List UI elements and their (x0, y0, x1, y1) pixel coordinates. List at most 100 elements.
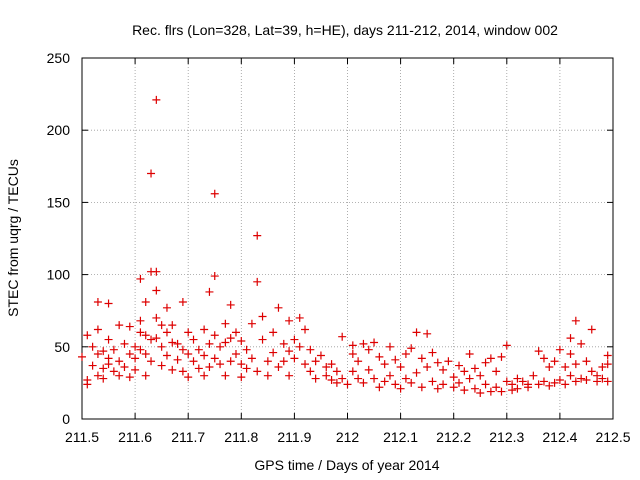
data-point (285, 371, 294, 380)
data-point (423, 329, 432, 338)
data-point (370, 338, 379, 347)
data-point (115, 371, 124, 380)
data-point (534, 347, 543, 356)
y-tick-label: 250 (47, 50, 71, 66)
grid-lines (82, 58, 613, 419)
x-tick-label: 212.2 (436, 429, 471, 445)
data-points (78, 95, 612, 398)
data-point (428, 377, 437, 386)
data-point (83, 380, 92, 389)
data-point (407, 344, 416, 353)
data-point (147, 335, 156, 344)
data-point (571, 360, 580, 369)
y-tick-label: 0 (62, 411, 70, 427)
data-point (152, 267, 161, 276)
data-point (120, 339, 129, 348)
data-point (205, 287, 214, 296)
data-point (141, 331, 150, 340)
data-point (253, 367, 262, 376)
data-point (136, 274, 145, 283)
data-point (332, 378, 341, 387)
data-point (162, 328, 171, 337)
data-point (407, 378, 416, 387)
data-point (109, 345, 118, 354)
data-point (258, 312, 267, 321)
data-point (226, 357, 235, 366)
data-point (354, 374, 363, 383)
data-point (178, 345, 187, 354)
data-point (364, 365, 373, 374)
data-point (561, 363, 570, 372)
data-point (401, 350, 410, 359)
data-point (338, 332, 347, 341)
data-point (332, 367, 341, 376)
data-point (115, 357, 124, 366)
data-point (348, 341, 357, 350)
data-point (571, 377, 580, 386)
data-point (513, 374, 522, 383)
data-point (301, 325, 310, 334)
data-point (88, 342, 97, 351)
data-point (263, 371, 272, 380)
data-point (423, 363, 432, 372)
data-point (603, 351, 612, 360)
data-point (492, 367, 501, 376)
data-point (306, 345, 315, 354)
data-point (508, 386, 517, 395)
data-point (412, 328, 421, 337)
x-tick-label: 211.7 (171, 429, 205, 445)
y-tick-labels: 0 50 100 150 200 250 (47, 50, 71, 427)
data-point (550, 378, 559, 387)
x-tick-label: 212.5 (595, 429, 630, 445)
data-point (385, 342, 394, 351)
data-point (343, 380, 352, 389)
data-point (104, 335, 113, 344)
data-point (455, 361, 464, 370)
data-point (433, 358, 442, 367)
data-point (359, 378, 368, 387)
data-point (566, 334, 575, 343)
data-point (93, 350, 102, 359)
data-point (295, 342, 304, 351)
data-point (502, 377, 511, 386)
data-point (603, 377, 612, 386)
data-point (237, 373, 246, 382)
data-point (555, 345, 564, 354)
data-point (460, 367, 469, 376)
data-point (168, 365, 177, 374)
data-point (497, 352, 506, 361)
data-point (375, 383, 384, 392)
data-point (274, 363, 283, 372)
data-point (497, 387, 506, 396)
data-point (545, 381, 554, 390)
data-point (539, 377, 548, 386)
data-point (518, 377, 527, 386)
data-point (141, 350, 150, 359)
data-point (577, 339, 586, 348)
data-point (162, 351, 171, 360)
data-point (178, 367, 187, 376)
data-point (253, 277, 262, 286)
data-point (439, 380, 448, 389)
data-point (178, 298, 187, 307)
data-point (125, 350, 134, 359)
data-point (269, 328, 278, 337)
data-point (338, 374, 347, 383)
data-point (534, 380, 543, 389)
data-point (359, 339, 368, 348)
data-point (221, 371, 230, 380)
data-point (380, 360, 389, 369)
data-point (460, 386, 469, 395)
data-point (327, 360, 336, 369)
data-point (247, 319, 256, 328)
x-tick-label: 211.6 (118, 429, 152, 445)
data-point (322, 363, 331, 372)
data-point (465, 374, 474, 383)
data-point (577, 374, 586, 383)
data-point (593, 377, 602, 386)
data-point (93, 298, 102, 307)
y-tick-label: 50 (54, 339, 70, 355)
y-tick-label: 150 (47, 194, 71, 210)
